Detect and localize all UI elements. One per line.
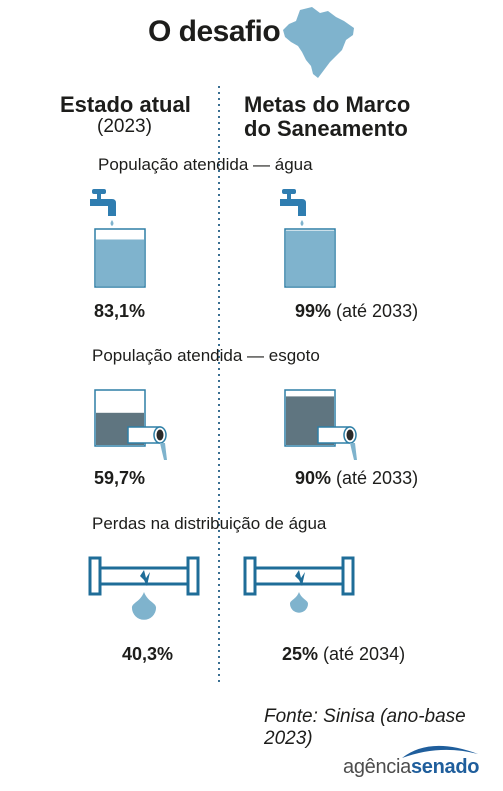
targets-title-line2: do Saneamento [244, 116, 408, 141]
water-target-value: 99% (até 2033) [295, 301, 419, 321]
water-glass-target [280, 189, 336, 288]
current-state-year: (2023) [97, 116, 152, 137]
section-sewage-label: População atendida — esgoto [92, 346, 320, 365]
losses-target-value: 25% (até 2034) [282, 644, 406, 664]
targets-title-line1: Metas do Marco [244, 92, 411, 117]
water-glass-current [90, 189, 146, 288]
faucet-icon [280, 189, 306, 226]
water-drop-icon [131, 592, 157, 620]
page-title: O desafio [148, 15, 281, 48]
water-level [96, 239, 144, 286]
sewage-target-value: 90% (até 2033) [295, 468, 419, 488]
sewage-current-value: 59,7% [94, 468, 146, 488]
faucet-icon [90, 189, 116, 226]
leaking-pipe-target [243, 556, 355, 613]
agencia-senado-logo: agênciasenado [343, 756, 480, 778]
brazil-map-icon [283, 7, 354, 78]
current-state-title: Estado atual [60, 92, 191, 117]
leaking-pipe-current [88, 556, 200, 620]
water-level [286, 230, 334, 286]
source-note: Fonte: Sinisa (ano-base 2023) [264, 706, 466, 749]
section-losses-label: Perdas na distribuição de água [92, 514, 327, 533]
water-drop-icon [290, 592, 308, 613]
sewage-tank-current [94, 389, 167, 460]
losses-current-value: 40,3% [122, 644, 174, 664]
section-water-label: População atendida — água [98, 155, 313, 174]
water-current-value: 83,1% [94, 301, 146, 321]
logo-swoosh-icon [402, 745, 478, 758]
column-divider [218, 86, 220, 684]
sewage-tank-target [284, 389, 357, 460]
